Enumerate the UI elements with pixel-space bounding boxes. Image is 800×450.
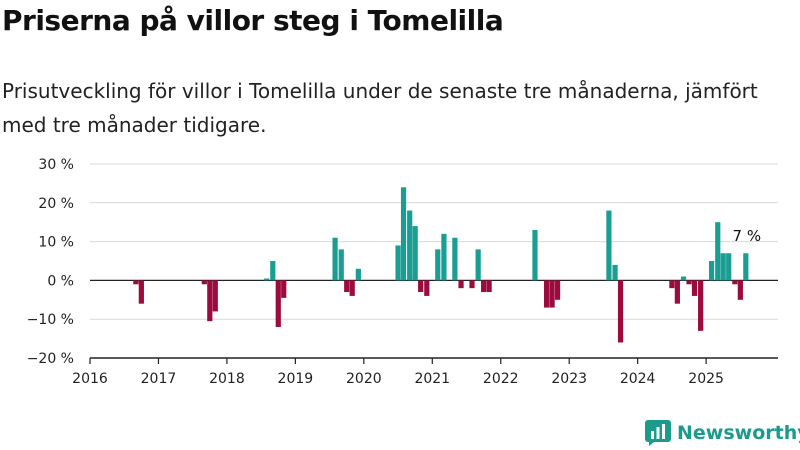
bar	[612, 264, 618, 281]
bar	[737, 280, 743, 300]
newsworthy-logo: Newsworthy	[645, 420, 800, 446]
bar	[680, 276, 687, 281]
bar	[544, 280, 550, 308]
chart-title: Priserna på villor steg i Tomelilla	[2, 4, 504, 37]
y-tick-label: 0 %	[47, 273, 74, 289]
bar	[424, 280, 430, 296]
bars	[133, 187, 749, 343]
bar	[475, 249, 481, 281]
x-tick-label: 2024	[620, 371, 656, 387]
bar	[400, 187, 407, 281]
x-tick-label: 2018	[209, 371, 245, 387]
bar	[486, 280, 492, 293]
bar	[452, 237, 458, 281]
bar	[532, 229, 538, 281]
x-tick-label: 2022	[483, 371, 519, 387]
bar	[338, 249, 344, 281]
bar	[349, 280, 355, 296]
x-tick-label: 2020	[346, 371, 382, 387]
x-tick-label: 2019	[278, 371, 314, 387]
bar	[207, 280, 213, 322]
bar	[441, 233, 447, 281]
bar	[708, 261, 715, 281]
annotation-label: 7 %	[733, 227, 762, 245]
bar	[212, 280, 218, 312]
bar	[407, 210, 413, 281]
bar	[201, 280, 207, 285]
bar	[743, 253, 749, 281]
bar	[686, 280, 692, 285]
bar	[264, 278, 270, 281]
bar	[458, 280, 464, 289]
x-tick-label: 2021	[414, 371, 450, 387]
x-tick-label: 2025	[688, 371, 724, 387]
bar	[698, 280, 704, 331]
bar	[732, 280, 738, 285]
bar	[344, 280, 350, 293]
bar	[412, 226, 418, 281]
bar	[549, 280, 555, 308]
bar	[133, 280, 139, 285]
bar	[281, 280, 287, 298]
bar	[469, 280, 475, 289]
bar	[418, 280, 424, 293]
chart-subtitle: Prisutveckling för villor i Tomelilla un…	[2, 79, 758, 137]
bar	[332, 237, 338, 281]
bar	[270, 261, 276, 281]
bar-chart-logo-icon	[645, 420, 671, 446]
y-tick-label: 30 %	[38, 157, 74, 173]
bar	[674, 280, 680, 304]
x-tick-label: 2016	[72, 371, 108, 387]
bar	[355, 268, 361, 281]
bar	[720, 253, 726, 281]
bar	[691, 280, 698, 296]
x-tick-label: 2017	[141, 371, 177, 387]
bar	[435, 249, 441, 281]
y-tick-label: −10 %	[27, 312, 74, 328]
annotation: 7 %	[733, 227, 762, 245]
bar	[138, 280, 144, 304]
bar	[606, 210, 612, 281]
bar	[715, 222, 721, 281]
bar	[395, 245, 401, 281]
y-tick-label: −20 %	[27, 351, 74, 367]
y-tick-label: 20 %	[38, 196, 74, 212]
bar	[554, 280, 561, 300]
bar	[726, 253, 732, 281]
bar	[275, 280, 281, 327]
bar	[617, 280, 624, 343]
y-axis-tick-labels: −20 % −10 % 0 % 10 % 20 % 30 %	[27, 157, 74, 367]
bar	[481, 280, 487, 293]
x-tick-label: 2023	[551, 371, 587, 387]
x-axis: 2016 2017 2018 2019 2020 2021 2022 2023 2024 2025	[72, 357, 778, 387]
y-tick-label: 10 %	[38, 235, 74, 251]
bar	[669, 280, 675, 289]
brand-name: Newsworthy	[677, 422, 800, 444]
